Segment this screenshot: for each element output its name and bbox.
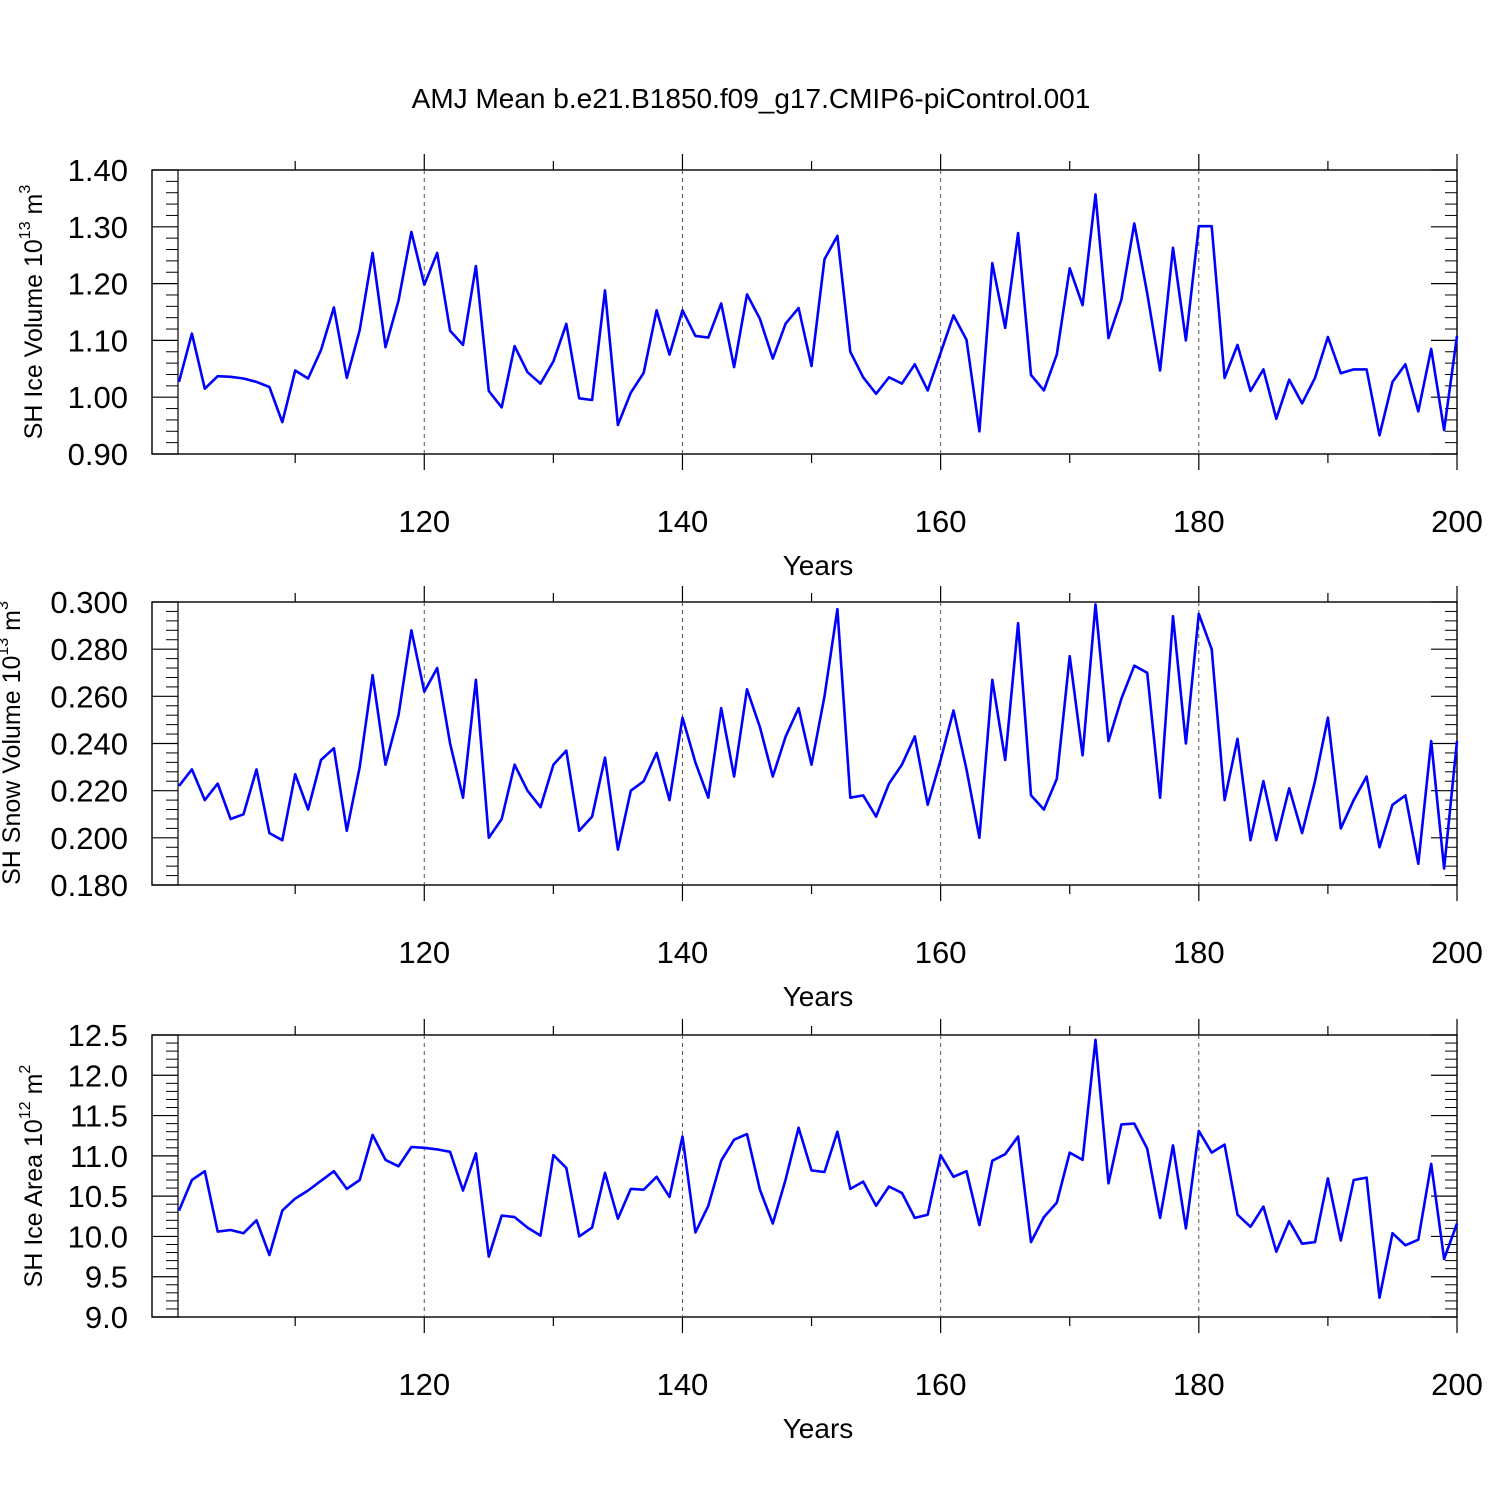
series-line bbox=[177, 1038, 1459, 1299]
x-tick-label: 200 bbox=[1431, 504, 1483, 539]
y-tick-label: 1.00 bbox=[68, 380, 128, 415]
plot-frame bbox=[151, 169, 1458, 455]
y-tick-label: 1.20 bbox=[68, 267, 128, 302]
x-tick-label: 140 bbox=[657, 1367, 709, 1402]
y-tick-label: 10.0 bbox=[68, 1219, 128, 1254]
x-tick-label: 180 bbox=[1173, 935, 1225, 970]
y-axis-label-part: SH Ice Volume 10 bbox=[20, 239, 48, 439]
y-axis-label-superscript: 3 bbox=[17, 185, 34, 194]
x-axis-label: Years bbox=[783, 981, 854, 1012]
y-axis-label: SH Snow Volume 1013 m3 bbox=[0, 601, 26, 885]
x-tick-label: 140 bbox=[657, 504, 709, 539]
y-tick-label: 11.5 bbox=[70, 1099, 128, 1134]
y-tick-label: 0.240 bbox=[50, 727, 128, 762]
y-tick-label: 12.0 bbox=[68, 1058, 128, 1093]
y-tick-label: 0.90 bbox=[68, 437, 128, 472]
x-tick-label: 200 bbox=[1431, 1367, 1483, 1402]
y-tick-label: 0.300 bbox=[50, 585, 128, 620]
y-axis-label: SH Ice Volume 1013 m3 bbox=[17, 185, 48, 440]
x-tick-label: 160 bbox=[915, 1367, 967, 1402]
y-axis-label-superscript: 13 bbox=[0, 638, 12, 656]
figure-title: AMJ Mean b.e21.B1850.f09_g17.CMIP6-piCon… bbox=[412, 83, 1091, 114]
y-axis-label: SH Ice Area 1012 m2 bbox=[17, 1065, 48, 1288]
y-tick-label: 0.260 bbox=[50, 679, 128, 714]
y-axis-label-superscript: 12 bbox=[17, 1101, 34, 1119]
y-tick-label: 11.0 bbox=[70, 1139, 128, 1174]
y-axis-label-part: m bbox=[20, 194, 48, 222]
y-tick-label: 0.280 bbox=[50, 632, 128, 667]
x-tick-label: 160 bbox=[915, 504, 967, 539]
x-tick-label: 120 bbox=[398, 935, 450, 970]
y-tick-label: 0.220 bbox=[50, 774, 128, 809]
panel-2: 0.180 0.200 0.220 0.240 0.260 0.280 0.300 120 14… bbox=[0, 585, 1483, 1012]
plot-frame bbox=[151, 1034, 1458, 1318]
y-tick-label: 10.5 bbox=[68, 1179, 128, 1214]
y-axis-label-superscript: 13 bbox=[17, 221, 34, 239]
x-tick-label: 140 bbox=[657, 935, 709, 970]
y-axis-label-superscript: 2 bbox=[17, 1065, 34, 1074]
x-tick-label: 200 bbox=[1431, 935, 1483, 970]
y-tick-label: 0.200 bbox=[50, 821, 128, 856]
panel-1: 0.90 1.00 1.10 1.20 1.30 1.40 120 140 160 180 200 Y… bbox=[17, 153, 1483, 581]
x-tick-label: 160 bbox=[915, 935, 967, 970]
x-tick-label: 180 bbox=[1173, 504, 1225, 539]
y-axis-label-superscript: 3 bbox=[0, 601, 12, 610]
y-tick-label: 0.180 bbox=[50, 868, 128, 903]
x-axis-label: Years bbox=[783, 1413, 854, 1444]
series-line bbox=[177, 193, 1459, 437]
series-line bbox=[177, 603, 1459, 870]
x-axis-label: Years bbox=[783, 550, 854, 581]
y-tick-label: 12.5 bbox=[68, 1018, 128, 1053]
y-axis-label-part: m bbox=[0, 610, 26, 638]
y-tick-label: 1.10 bbox=[68, 323, 128, 358]
x-tick-label: 120 bbox=[398, 1367, 450, 1402]
x-tick-label: 180 bbox=[1173, 1367, 1225, 1402]
y-tick-label: 1.30 bbox=[68, 210, 128, 245]
y-axis-label-part: m bbox=[20, 1074, 48, 1102]
x-tick-label: 120 bbox=[398, 504, 450, 539]
plot-frame bbox=[151, 601, 1458, 886]
y-axis-label-part: SH Snow Volume 10 bbox=[0, 656, 26, 885]
y-tick-label: 1.40 bbox=[68, 153, 128, 188]
y-axis-label-part: SH Ice Area 10 bbox=[20, 1119, 48, 1287]
panel-3: 9.0 9.5 10.0 10.5 11.0 11.5 12.0 12.5 120 140 160 1… bbox=[17, 1018, 1483, 1444]
y-tick-label: 9.5 bbox=[85, 1260, 128, 1295]
y-tick-label: 9.0 bbox=[85, 1300, 128, 1335]
